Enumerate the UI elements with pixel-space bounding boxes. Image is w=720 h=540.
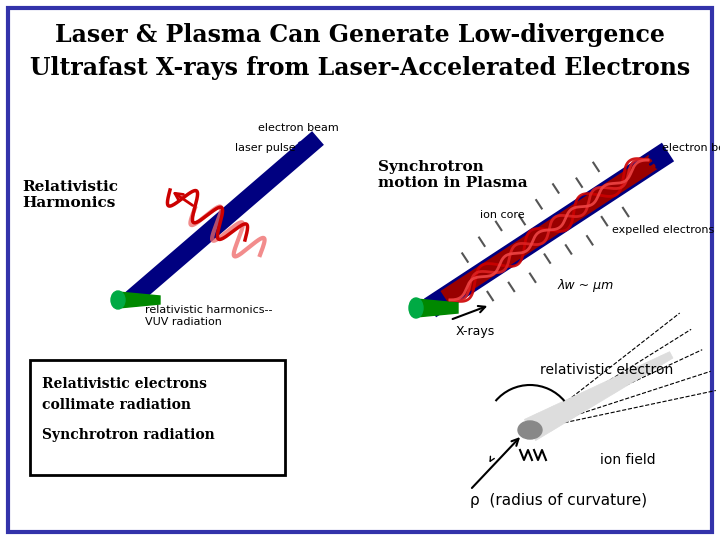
Text: collimate radiation: collimate radiation (42, 398, 191, 412)
Text: relativistic harmonics--
VUV radiation: relativistic harmonics-- VUV radiation (145, 305, 272, 327)
Text: Relativistic electrons: Relativistic electrons (42, 377, 207, 391)
Text: λw ~ μm: λw ~ μm (558, 279, 614, 292)
Text: ion core: ion core (480, 210, 525, 220)
Ellipse shape (111, 291, 125, 309)
Text: expelled electrons: expelled electrons (612, 225, 714, 235)
Ellipse shape (409, 298, 423, 318)
Text: electron beam: electron beam (662, 143, 720, 153)
Text: X-rays: X-rays (456, 325, 495, 338)
Text: Synchrotron radiation: Synchrotron radiation (42, 428, 215, 442)
Text: ρ  (radius of curvature): ρ (radius of curvature) (470, 492, 647, 508)
Polygon shape (524, 352, 673, 441)
Ellipse shape (518, 421, 542, 439)
Text: laser pulse: laser pulse (235, 143, 296, 153)
Polygon shape (118, 292, 160, 308)
Bar (30, 360, 285, 475)
Text: Laser & Plasma Can Generate Low-divergence: Laser & Plasma Can Generate Low-divergen… (55, 23, 665, 47)
Text: relativistic electron: relativistic electron (540, 363, 673, 377)
Polygon shape (416, 299, 458, 317)
Text: ion field: ion field (600, 453, 656, 467)
Text: Relativistic
Harmonics: Relativistic Harmonics (22, 180, 118, 210)
Text: Ultrafast X-rays from Laser-Accelerated Electrons: Ultrafast X-rays from Laser-Accelerated … (30, 56, 690, 80)
Text: Synchrotron
motion in Plasma: Synchrotron motion in Plasma (378, 160, 528, 190)
Text: electron beam: electron beam (258, 123, 338, 133)
